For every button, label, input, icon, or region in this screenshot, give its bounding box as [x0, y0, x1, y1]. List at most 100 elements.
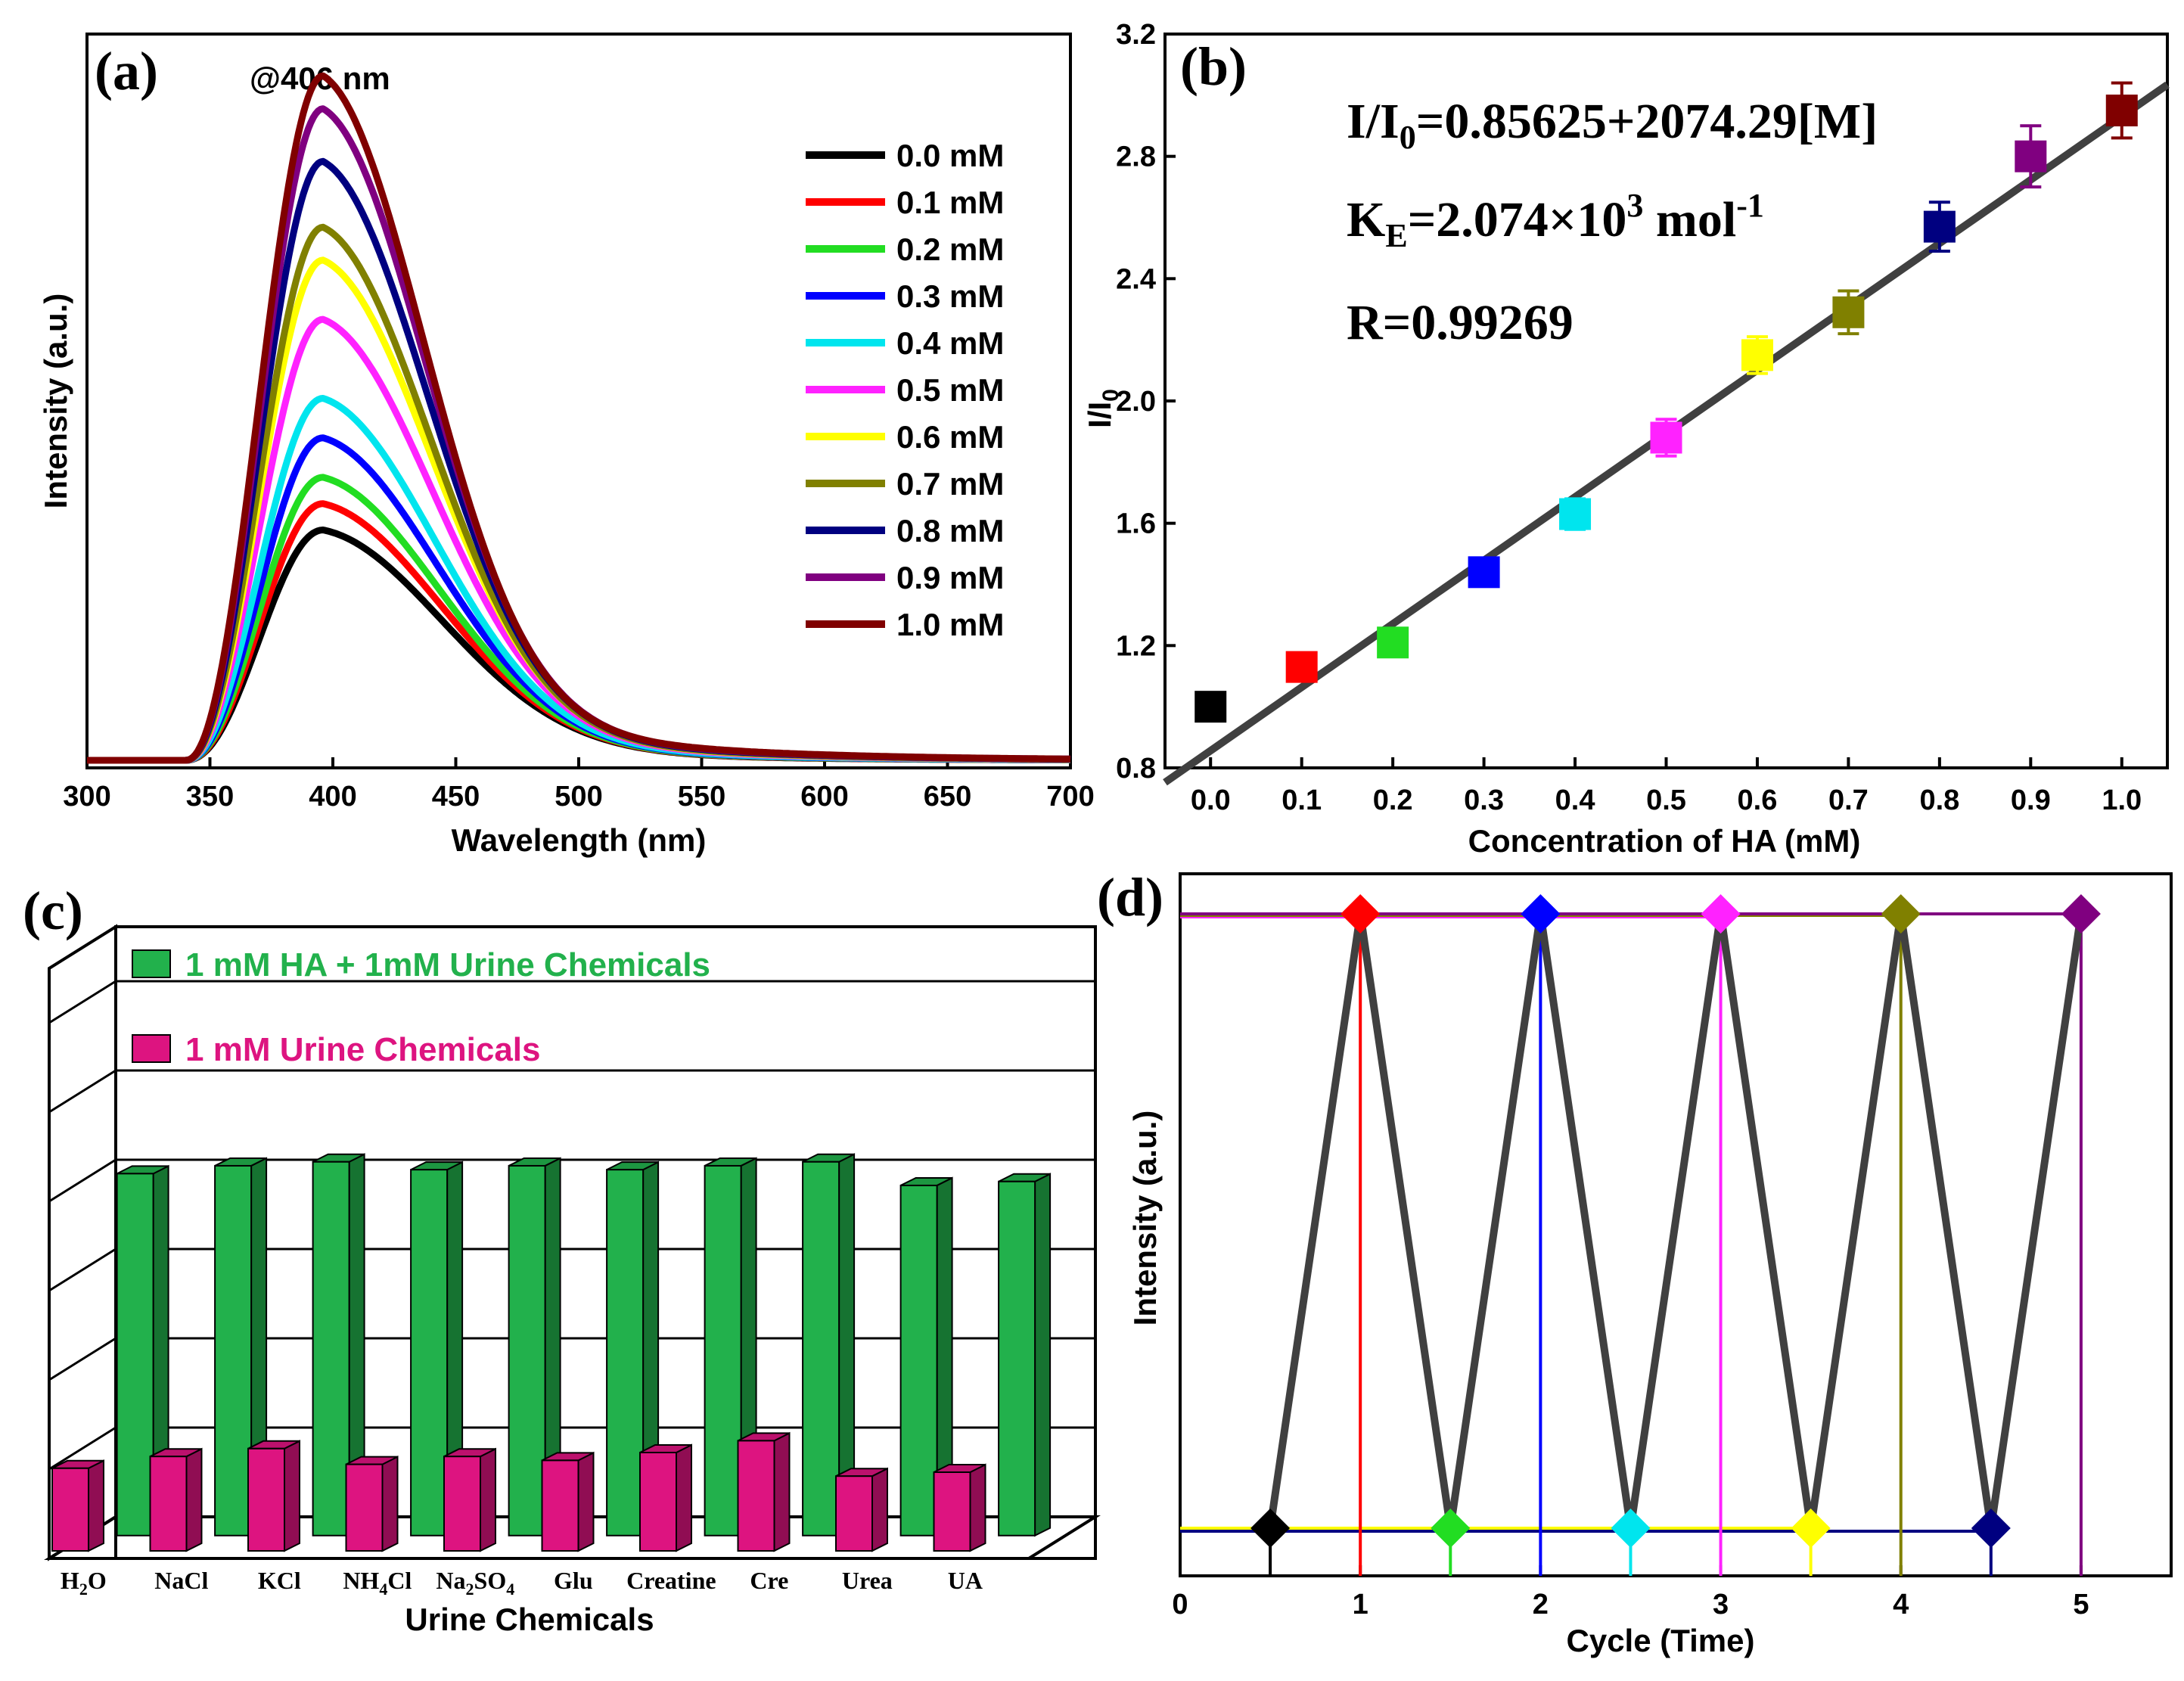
- panel-a-xtick-label: 650: [924, 781, 971, 813]
- panel-a-legend-label: 0.8 mM: [896, 513, 1004, 548]
- panel-c-bar-pink-side: [480, 1447, 496, 1552]
- panel-a-xtick-label: 500: [555, 781, 602, 813]
- panel-d-ylabel: Intensity (a.u.): [1127, 1111, 1163, 1326]
- panel-a-label: (a): [95, 41, 158, 101]
- panel-d-marker: [1521, 894, 1561, 934]
- panel-b-ytick-label: 1.6: [1116, 508, 1156, 540]
- panel-d-marker: [1250, 1509, 1291, 1548]
- panel-b-r-value: R=0.99269: [1347, 295, 1574, 350]
- panel-c-category-label: KCl: [258, 1567, 301, 1594]
- panel-c-bar-green: [410, 1169, 449, 1537]
- panel-b: (b) Concentration of HA (mM) I/I0 I/I0=0…: [1082, 19, 2170, 859]
- panel-b-xtick-label: 0.2: [1373, 785, 1413, 816]
- panel-d-marker: [1701, 894, 1741, 934]
- panel-c-legend-swatch: [132, 949, 171, 978]
- panel-c-bar-pink: [345, 1463, 384, 1552]
- panel-a-xtick-label: 700: [1046, 781, 1094, 813]
- panel-b-xtick-label: 0.4: [1555, 785, 1595, 816]
- panel-c-bar-pink: [639, 1452, 677, 1552]
- panel-b-ytick-label: 0.8: [1116, 753, 1156, 785]
- panel-a-legend-label: 0.1 mM: [896, 185, 1004, 220]
- panel-c-bar-pink: [835, 1475, 873, 1552]
- panel-c-bar-pink-side: [969, 1463, 986, 1552]
- panel-c-bar-pink: [247, 1447, 285, 1552]
- panel-b-xtick-label: 0.1: [1282, 785, 1322, 816]
- panel-a-xtick-label: 600: [800, 781, 848, 813]
- panel-d-marker: [1341, 894, 1381, 934]
- panel-c-bar-pink: [51, 1467, 89, 1552]
- panel-d-xtick-label: 5: [2073, 1589, 2089, 1620]
- panel-c-bar-pink-side: [381, 1455, 399, 1552]
- panel-d-label: (d): [1097, 867, 1163, 928]
- panel-b-equation: I/I0=0.85625+2074.29[M]: [1347, 94, 1878, 156]
- panel-c-category-label: Urea: [842, 1567, 893, 1594]
- panel-d-marker: [1881, 894, 1921, 934]
- panel-a-xtick-label: 550: [678, 781, 725, 813]
- panel-a-legend-label: 0.0 mM: [896, 138, 1004, 173]
- panel-a-legend-label: 0.5 mM: [896, 372, 1004, 408]
- panel-b-xtick-label: 1.0: [2102, 785, 2142, 816]
- panel-a-legend-label: 0.3 mM: [896, 278, 1004, 314]
- panel-c-gridline: [48, 1337, 117, 1381]
- panel-c-bar-green: [508, 1164, 546, 1537]
- panel-c-category-label: UA: [948, 1567, 983, 1594]
- panel-b-point: [2015, 140, 2047, 172]
- panel-b-point: [1923, 210, 1956, 243]
- panel-c-gridline: [48, 1158, 117, 1203]
- panel-a-xtick-label: 400: [309, 781, 356, 813]
- panel-c-category-label: Creatine: [626, 1567, 716, 1594]
- panel-c-bar-pink: [541, 1459, 579, 1552]
- panel-a: (a) @406 nm Wavelength (nm) Intensity (a…: [38, 33, 1095, 858]
- panel-b-ke: KE=2.074×103 mol-1: [1347, 187, 1764, 254]
- panel-c-bar-pink-side: [871, 1467, 888, 1552]
- panel-c-bar-green: [606, 1169, 645, 1537]
- panel-d-xtick-label: 4: [1893, 1589, 1909, 1620]
- panel-a-legend-label: 1.0 mM: [896, 607, 1004, 642]
- panel-d-xtick-label: 1: [1353, 1589, 1368, 1620]
- panel-b-ytick-label: 2.0: [1116, 386, 1156, 418]
- panel-d-marker: [2061, 894, 2101, 934]
- panel-c-bar-pink: [149, 1456, 188, 1552]
- panel-b-xtick-label: 0.9: [2011, 785, 2051, 816]
- panel-d-cycle-line: [1266, 913, 2085, 1529]
- panel-a-curve-10: [85, 72, 1072, 764]
- panel-d-marker: [1791, 1509, 1831, 1548]
- panel-c-bar-pink-side: [284, 1440, 300, 1552]
- panel-c-legend-label: 1 mM HA + 1mM Urine Chemicals: [185, 946, 710, 983]
- panel-d-xtick-label: 0: [1172, 1589, 1188, 1620]
- panel-c-category-label: NH4Cl: [343, 1567, 412, 1599]
- panel-b-point: [1195, 691, 1227, 723]
- panel-c-bar-pink-side: [577, 1451, 595, 1552]
- panel-c-gridline: [48, 1069, 117, 1114]
- panel-a-xtick-label: 450: [432, 781, 480, 813]
- panel-a-legend-label: 0.7 mM: [896, 466, 1004, 502]
- panel-c-gridline: [48, 1426, 117, 1471]
- panel-c-bar-green: [116, 1173, 154, 1537]
- panel-b-point: [1741, 339, 1773, 371]
- panel-a-xlabel: Wavelength (nm): [452, 822, 707, 858]
- panel-b-point: [1650, 421, 1682, 454]
- panel-b-xtick-label: 0.8: [1919, 785, 1959, 816]
- panel-c-bar-green: [214, 1164, 253, 1537]
- panel-c-xlabel: Urine Chemicals: [405, 1602, 654, 1637]
- panel-b-ytick-label: 3.2: [1116, 19, 1156, 51]
- panel-b-xtick-label: 0.6: [1738, 785, 1778, 816]
- panel-c-bar-pink-side: [185, 1447, 203, 1552]
- panel-b-xtick-label: 0.3: [1464, 785, 1504, 816]
- panel-a-legend-label: 0.6 mM: [896, 419, 1004, 455]
- panel-b-point: [2105, 95, 2138, 127]
- panel-c-bar-green: [899, 1184, 938, 1537]
- panel-c-bar-green: [998, 1180, 1036, 1537]
- panel-c-category-label: Glu: [554, 1567, 593, 1594]
- panel-c-bar-pink: [933, 1471, 971, 1552]
- panel-b-xtick-label: 0.5: [1646, 785, 1686, 816]
- panel-d: (d) Cycle (Time) Intensity (a.u.) 0 1 2 3 4 5: [1097, 867, 2173, 1658]
- panel-c-category-label: Cre: [750, 1567, 788, 1594]
- panel-b-label: (b): [1180, 36, 1247, 97]
- panel-c-category-label: NaCl: [154, 1567, 208, 1594]
- panel-c-bar-green: [312, 1161, 350, 1537]
- panel-d-xtick-label: 2: [1533, 1589, 1549, 1620]
- panel-b-xtick-label: 0.0: [1191, 785, 1231, 816]
- panel-c-gridline: [48, 1248, 117, 1292]
